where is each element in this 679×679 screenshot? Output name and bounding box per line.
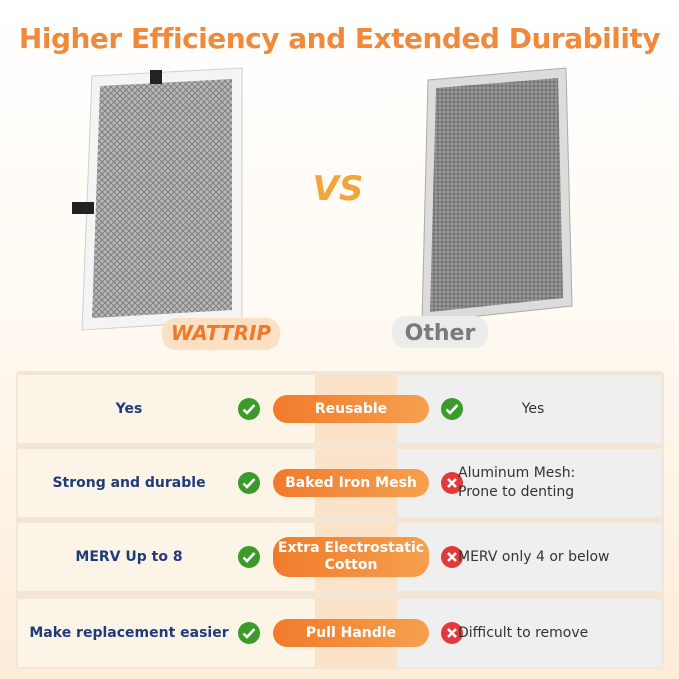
other-line: Yes: [521, 400, 545, 417]
other-text: Yes: [458, 375, 608, 443]
left-cell: [18, 449, 315, 517]
left-cell: [18, 523, 315, 591]
wattrip-text: Make replacement easier: [29, 625, 229, 641]
feature-line: Extra Electrostatic: [277, 540, 425, 556]
check-icon: [237, 621, 261, 645]
feature-line: Cotton: [324, 557, 378, 573]
other-label: Other: [405, 321, 476, 346]
other-line: Aluminum Mesh:: [458, 465, 576, 481]
cross-icon: [440, 621, 464, 645]
other-text: Aluminum Mesh: Prone to denting: [458, 449, 658, 517]
left-cell: [18, 599, 315, 667]
other-text: Difficult to remove: [458, 599, 658, 667]
cross-icon: [440, 471, 464, 495]
cross-icon: [440, 545, 464, 569]
other-text: MERV only 4 or below: [458, 523, 658, 591]
comparison-row: Make replacement easier Pull Handle Diffic…: [18, 599, 662, 667]
left-cell: [18, 375, 315, 443]
check-icon: [237, 545, 261, 569]
feature-pill: Reusable: [273, 395, 429, 423]
feature-pill: Baked Iron Mesh: [273, 469, 429, 497]
title: Higher Efficiency and Extended Durabilit…: [18, 22, 661, 55]
other-line: MERV only 4 or below: [458, 548, 610, 565]
wattrip-text: Yes: [115, 401, 143, 417]
feature-pill: Extra Electrostatic Cotton: [273, 537, 429, 577]
comparison-row: MERV Up to 8 Extra Electrostatic Cotton MER…: [18, 523, 662, 591]
check-icon: [440, 397, 464, 421]
wattrip-text: MERV Up to 8: [75, 549, 183, 565]
comparison-row: Strong and durable Baked Iron Mesh Aluminu…: [18, 449, 662, 517]
wattrip-text: Strong and durable: [52, 475, 206, 491]
feature-line: Reusable: [314, 400, 388, 417]
check-icon: [237, 397, 261, 421]
comparison-row: Yes Reusable Yes: [18, 375, 662, 443]
brand-label: WATTRIP: [171, 321, 271, 345]
feature-line: Pull Handle: [305, 624, 397, 641]
vs-label: VS: [313, 169, 364, 209]
feature-pill: Pull Handle: [273, 619, 429, 647]
check-icon: [237, 471, 261, 495]
product-images: VS WATTRIP Other: [72, 67, 573, 350]
other-line: Prone to denting: [458, 484, 575, 500]
other-line: Difficult to remove: [458, 624, 589, 641]
feature-line: Baked Iron Mesh: [285, 474, 417, 491]
